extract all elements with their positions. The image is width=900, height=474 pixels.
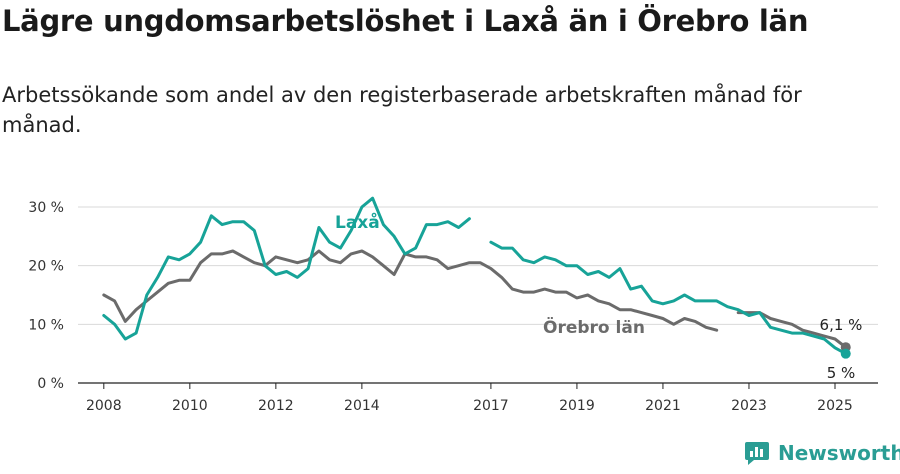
x-tick-label: 2010 [172, 398, 208, 414]
x-tick-label: 2012 [258, 398, 294, 414]
x-tick-label: 2021 [645, 398, 681, 414]
x-tick-label: 2025 [817, 398, 853, 414]
x-axis: 2008 2010 2012 2014 2017 2019 2021 2023 2025 [78, 382, 878, 414]
series-end-dot-0 [840, 348, 851, 359]
chart-title: Lägre ungdomsarbetslöshet i Laxå än i Ör… [2, 4, 809, 38]
newsworthy-icon [745, 442, 769, 465]
brand-name: Newsworthy [778, 441, 900, 465]
series-name-label: Laxå [335, 211, 380, 233]
series-labels: Laxå Örebro län 6,1 % 5 % [335, 211, 862, 382]
x-tick-label: 2017 [473, 398, 509, 414]
end-value-label: 5 % [827, 364, 856, 382]
brand-logo: Newsworthy [744, 440, 900, 466]
x-tick-label: 2008 [86, 398, 122, 414]
series-line-0 [102, 196, 848, 356]
grid-lines [78, 206, 878, 325]
y-tick-label: 0 % [37, 376, 64, 392]
y-tick-label: 10 % [28, 317, 64, 333]
y-tick-label: 20 % [28, 259, 64, 275]
y-axis: 0 % 10 % 20 % 30 % [28, 200, 64, 392]
x-tick-label: 2023 [731, 398, 767, 414]
series-name-label: Örebro län [543, 316, 645, 338]
y-tick-label: 30 % [28, 200, 64, 216]
x-tick-label: 2014 [344, 398, 380, 414]
end-value-label: 6,1 % [820, 316, 863, 334]
series-lines [102, 196, 851, 359]
chart-subtitle: Arbetssökande som andel av den registerb… [2, 83, 802, 137]
x-tick-label: 2019 [559, 398, 595, 414]
